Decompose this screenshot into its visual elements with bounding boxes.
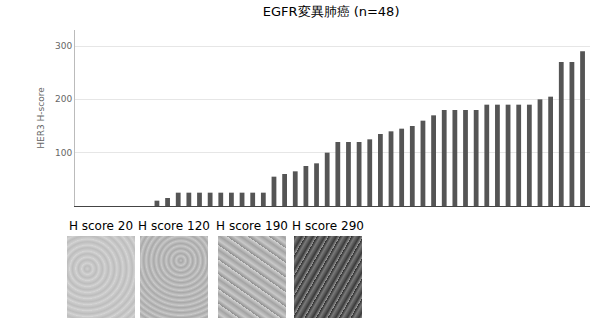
svg-text:EGFR変異肺癌 (n=48): EGFR変異肺癌 (n=48) bbox=[263, 4, 400, 19]
svg-text:100: 100 bbox=[55, 148, 72, 158]
html-text:H score 190 H score 290: H score 190 H score 290 bbox=[216, 219, 364, 233]
svg-text:200: 200 bbox=[55, 94, 72, 104]
html-text:H score 20 H score 120: H score 20 H score 120 bbox=[68, 219, 210, 233]
svg-text:300: 300 bbox=[55, 41, 72, 51]
svg-text:HER3 H-score: HER3 H-score bbox=[36, 87, 46, 149]
